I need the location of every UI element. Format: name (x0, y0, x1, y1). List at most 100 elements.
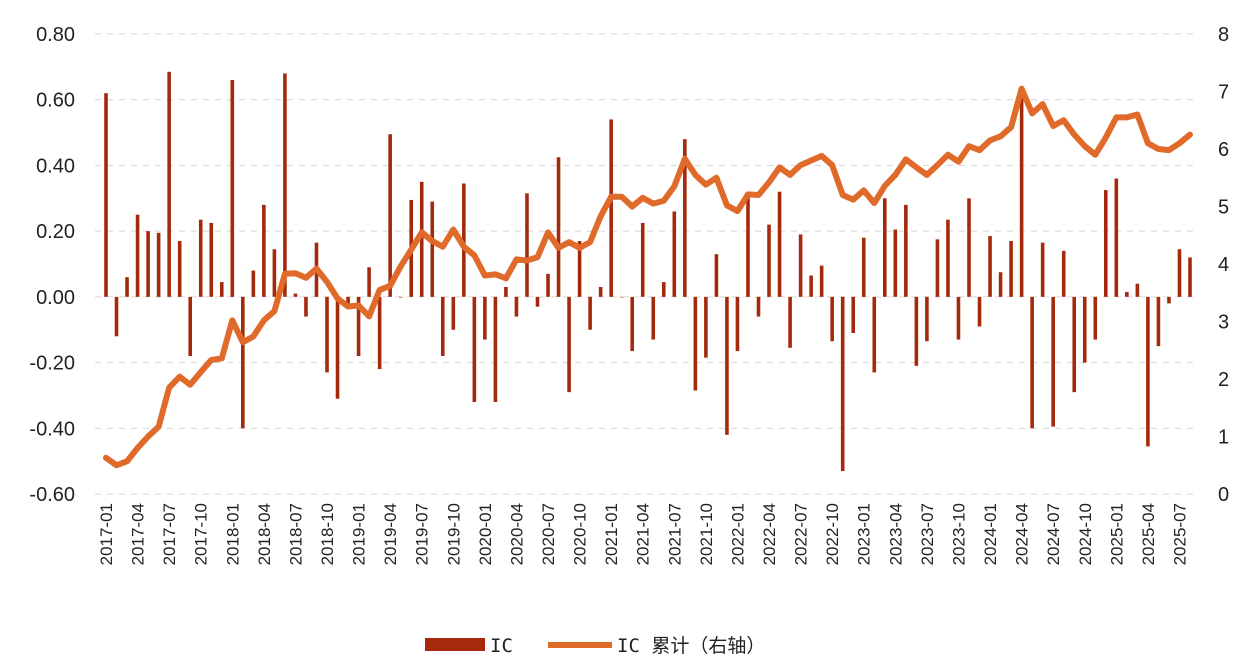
ic-bar (198, 219, 203, 297)
ic-bar (462, 183, 466, 297)
ic-bar (946, 219, 950, 297)
ic-bar (251, 270, 256, 297)
ic-bar (1082, 296, 1087, 363)
ic-bar (819, 265, 824, 297)
ic-bar (1093, 296, 1098, 340)
left-axis-tick-label: -0.20 (29, 353, 75, 375)
ic-bar (935, 239, 940, 297)
ic-bar (619, 296, 624, 298)
ic-bar (746, 195, 750, 297)
ic-bar (356, 296, 361, 356)
ic-bar (430, 201, 435, 297)
ic-bar (683, 139, 687, 297)
ic-bar (156, 232, 161, 297)
right-axis-tick-label: 3 (1218, 312, 1229, 334)
ic-bar (177, 241, 182, 297)
ic-bar (546, 273, 550, 297)
left-axis-tick-label: 0.80 (36, 24, 75, 46)
x-axis-tick-label: 2024-01 (981, 503, 1000, 565)
ic-bar (1114, 178, 1119, 297)
ic-bar (1167, 296, 1171, 304)
x-axis-tick-label: 2020-07 (539, 503, 558, 565)
x-axis-tick-label: 2021-07 (665, 503, 684, 565)
ic-bar (483, 296, 487, 340)
left-axis-tick-label: 0.00 (36, 287, 75, 309)
left-axis-tick-label: 0.20 (36, 221, 75, 243)
ic-bar (588, 296, 592, 330)
legend-bar-label: IC (490, 635, 513, 657)
ic-bar (335, 296, 340, 399)
x-axis-tick-label: 2024-04 (1013, 503, 1032, 565)
ic-bar (377, 296, 382, 370)
ic-bar (609, 119, 613, 297)
ic-bar (798, 234, 803, 297)
x-axis-tick-label: 2025-07 (1170, 503, 1189, 565)
ic-bar (1009, 241, 1013, 297)
ic-bar (640, 222, 645, 297)
ic-bar (493, 296, 498, 402)
right-axis-tick-label: 2 (1218, 369, 1229, 391)
ic-bar (419, 181, 424, 297)
ic-bar (241, 296, 245, 429)
x-axis-tick-label: 2022-04 (760, 503, 779, 565)
ic-bar (504, 287, 508, 297)
ic-bar (451, 296, 456, 330)
ic-bar (830, 296, 834, 342)
left-axis-ticks: 0.80 0.60 0.40 0.20 0.00 -0.20 -0.40 -0.60 (29, 24, 75, 506)
ic-bar (735, 296, 740, 352)
ic-bar (514, 296, 519, 317)
ic-bar (398, 296, 403, 298)
ic-bar (304, 296, 308, 317)
x-axis-tick-label: 2020-01 (476, 503, 495, 565)
x-axis-tick-label: 2017-10 (192, 503, 211, 565)
ic-bar (440, 296, 445, 356)
ic-bar (777, 191, 782, 297)
ic-bar (104, 93, 108, 297)
ic-bar (840, 296, 845, 471)
x-axis-tick-label: 2021-01 (602, 503, 621, 565)
right-axis-tick-label: 7 (1218, 82, 1229, 104)
ic-bar (672, 211, 677, 297)
ic-bar (1040, 242, 1045, 297)
x-axis-tick-label: 2019-10 (444, 503, 463, 565)
ic-bar (977, 296, 982, 327)
ic-bar (125, 277, 129, 297)
ic-bar (1125, 291, 1129, 297)
ic-bar (209, 222, 214, 297)
ic-bar (882, 198, 887, 297)
ic-bar (861, 237, 866, 297)
ic-bar (230, 80, 235, 297)
ic-bar (1030, 296, 1034, 429)
ic-bar (693, 296, 698, 391)
x-axis-tick-label: 2023-10 (949, 503, 968, 565)
x-axis-tick-label: 2017-01 (97, 503, 116, 565)
legend-line-label: IC 累计（右轴） (617, 635, 765, 657)
ic-bar (1156, 296, 1161, 347)
ic-bar (525, 193, 529, 297)
ic-bar (1061, 250, 1066, 297)
ic-bar (167, 71, 171, 297)
ic-bar (535, 296, 540, 307)
ic-bar (851, 296, 856, 333)
right-axis-ticks: 8 7 6 5 4 3 2 1 0 (1218, 24, 1229, 506)
x-axis-ticks: 2017-01 2017-04 2017-07 2017-10 2018-01 2018-… (97, 503, 1189, 565)
ic-bar (914, 296, 919, 366)
ic-bars (104, 71, 1192, 471)
ic-bar (872, 296, 877, 373)
ic-bar (788, 296, 792, 348)
ic-bar (725, 296, 729, 435)
ic-bar (325, 296, 329, 373)
ic-bar (283, 73, 287, 297)
left-axis-tick-label: -0.40 (29, 418, 75, 440)
right-axis-tick-label: 4 (1218, 254, 1229, 276)
x-axis-tick-label: 2023-04 (886, 503, 905, 565)
ic-bar (630, 296, 635, 352)
legend-bar-swatch (425, 638, 485, 651)
right-axis-tick-label: 8 (1218, 24, 1229, 46)
right-axis-tick-label: 0 (1218, 484, 1229, 506)
ic-bar (388, 134, 392, 297)
ic-bar (262, 204, 266, 297)
ic-bar (925, 296, 929, 342)
left-axis-tick-label: 0.40 (36, 155, 75, 177)
ic-bar (1072, 296, 1077, 393)
